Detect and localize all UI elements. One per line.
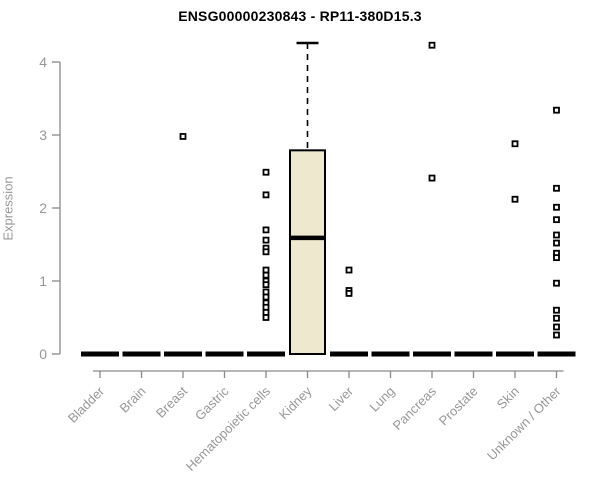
zero-dash xyxy=(371,351,410,357)
zero-dash xyxy=(205,351,244,357)
y-tick-label: 2 xyxy=(39,200,47,216)
zero-dash xyxy=(247,351,285,357)
outlier-point xyxy=(553,239,560,247)
y-tick-label: 3 xyxy=(39,127,47,143)
y-tick-label: 4 xyxy=(39,54,47,70)
outlier-point xyxy=(511,140,519,148)
x-tick-label: Skin xyxy=(494,384,522,412)
outlier-point xyxy=(553,254,560,262)
zero-dash xyxy=(413,351,451,357)
outlier-point xyxy=(553,323,560,331)
x-tick-label: Lung xyxy=(367,384,398,415)
chart-title: ENSG00000230843 - RP11-380D15.3 xyxy=(178,8,422,24)
x-tick-label: Bladder xyxy=(65,383,108,426)
outlier-point xyxy=(553,279,560,287)
x-tick-label: Liver xyxy=(326,383,357,414)
outlier-point xyxy=(553,306,560,314)
zero-dash xyxy=(537,351,576,357)
zero-dash xyxy=(496,351,534,357)
outlier-point xyxy=(262,168,270,176)
x-tick-label: Gastric xyxy=(192,383,232,423)
x-tick-label: Breast xyxy=(153,383,190,420)
outlier-point xyxy=(262,191,270,199)
outlier-point xyxy=(553,216,560,224)
outlier-point xyxy=(262,314,270,321)
x-tick-label: Unknown / Other xyxy=(484,383,564,463)
outlier-point xyxy=(553,184,560,192)
outlier-point xyxy=(262,281,270,289)
x-tick-label: Brain xyxy=(117,384,149,416)
outlier-point xyxy=(179,133,187,140)
x-tick-label: Pancreas xyxy=(390,383,440,433)
x-tick-label: Kidney xyxy=(276,383,315,422)
outlier-point xyxy=(428,174,436,182)
y-tick-label: 0 xyxy=(39,346,47,362)
outlier-point xyxy=(553,106,560,114)
zero-dash xyxy=(330,351,368,357)
outlier-point xyxy=(262,293,270,301)
outlier-point xyxy=(345,266,353,274)
outlier-point xyxy=(511,195,519,203)
zero-dash xyxy=(122,351,161,357)
outlier-point xyxy=(262,236,270,244)
outlier-point xyxy=(553,314,560,322)
outlier-point xyxy=(262,248,270,256)
outlier-point xyxy=(262,226,270,234)
zero-dash xyxy=(164,351,202,357)
outlier-point xyxy=(345,290,353,297)
outlier-point xyxy=(553,231,560,239)
outlier-point xyxy=(262,271,270,279)
zero-dash xyxy=(454,351,493,357)
outlier-point xyxy=(428,41,436,49)
x-tick-label: Prostate xyxy=(436,384,481,429)
outlier-point xyxy=(553,203,560,211)
y-tick-label: 1 xyxy=(39,273,47,289)
box-kidney xyxy=(289,149,326,355)
outlier-point xyxy=(553,331,560,339)
zero-dash xyxy=(81,351,119,357)
